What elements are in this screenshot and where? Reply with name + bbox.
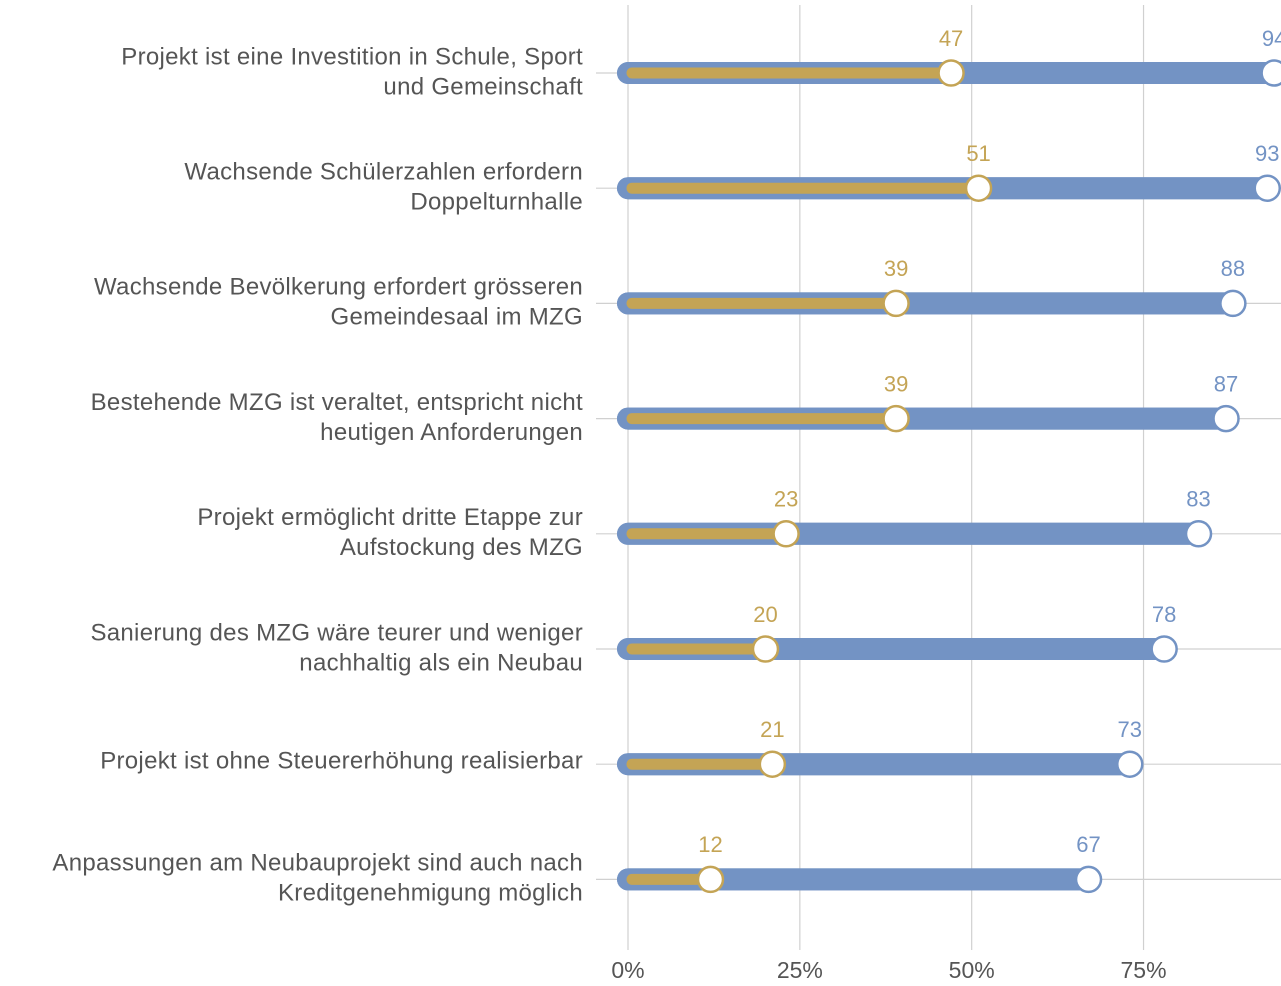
value-label: 83 xyxy=(1186,487,1210,512)
value-label: 87 xyxy=(1214,371,1238,396)
category-label: Projekt ermöglicht dritte Etappe zur xyxy=(197,504,583,531)
value-label: 51 xyxy=(966,141,990,166)
dot xyxy=(1260,59,1281,87)
category-label: Kreditgenehmigung möglich xyxy=(278,880,583,907)
value-label: 67 xyxy=(1076,832,1100,857)
category-label: heutigen Anforderungen xyxy=(320,419,583,446)
x-tick-label: 75% xyxy=(1121,957,1167,983)
x-tick-label: 25% xyxy=(777,957,823,983)
dot xyxy=(964,174,993,202)
value-label: 39 xyxy=(884,371,908,396)
category-label: Aufstockung des MZG xyxy=(340,534,583,561)
category-label: Gemeindesaal im MZG xyxy=(331,304,583,331)
x-tick-label: 0% xyxy=(611,957,644,983)
value-label: 93 xyxy=(1255,141,1279,166)
dot xyxy=(1184,520,1213,548)
category-label: Doppelturnhalle xyxy=(410,189,583,216)
value-label: 12 xyxy=(698,832,722,857)
dot xyxy=(1253,174,1281,202)
category-label: Sanierung des MZG wäre teurer und wenige… xyxy=(90,619,583,646)
dot xyxy=(882,404,910,433)
category-label: nachhaltig als ein Neubau xyxy=(299,649,583,676)
dot xyxy=(1116,750,1144,778)
dot xyxy=(882,289,910,318)
value-label: 47 xyxy=(939,26,963,51)
value-label: 39 xyxy=(884,256,908,281)
value-label: 94 xyxy=(1262,26,1281,51)
category-label: und Gemeinschaft xyxy=(383,73,583,100)
dot xyxy=(1212,404,1240,433)
dot xyxy=(1219,289,1247,318)
dot xyxy=(758,750,787,778)
category-label: Projekt ist ohne Steuererhöhung realisie… xyxy=(100,748,583,775)
dot xyxy=(696,865,725,894)
value-label: 73 xyxy=(1118,717,1142,742)
value-label: 88 xyxy=(1221,256,1245,281)
category-label: Anpassungen am Neubauprojekt sind auch n… xyxy=(52,850,583,877)
dot xyxy=(751,635,780,663)
category-label: Wachsende Bevölkerung erfordert grössere… xyxy=(94,274,583,301)
value-label: 21 xyxy=(760,717,784,742)
dot xyxy=(1074,865,1103,894)
value-label: 78 xyxy=(1152,602,1176,627)
x-tick-label: 50% xyxy=(949,957,995,983)
value-label: 20 xyxy=(753,602,777,627)
dot xyxy=(1150,635,1178,663)
category-label: Wachsende Schülerzahlen erfordern xyxy=(184,159,583,186)
category-label: Projekt ist eine Investition in Schule, … xyxy=(121,43,583,70)
category-label: Bestehende MZG ist veraltet, entspricht … xyxy=(91,389,583,416)
dot xyxy=(937,59,965,87)
dot xyxy=(772,520,800,548)
value-label: 23 xyxy=(774,487,798,512)
